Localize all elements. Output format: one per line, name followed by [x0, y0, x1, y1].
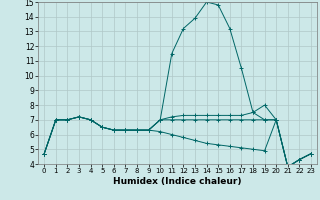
- X-axis label: Humidex (Indice chaleur): Humidex (Indice chaleur): [113, 177, 242, 186]
